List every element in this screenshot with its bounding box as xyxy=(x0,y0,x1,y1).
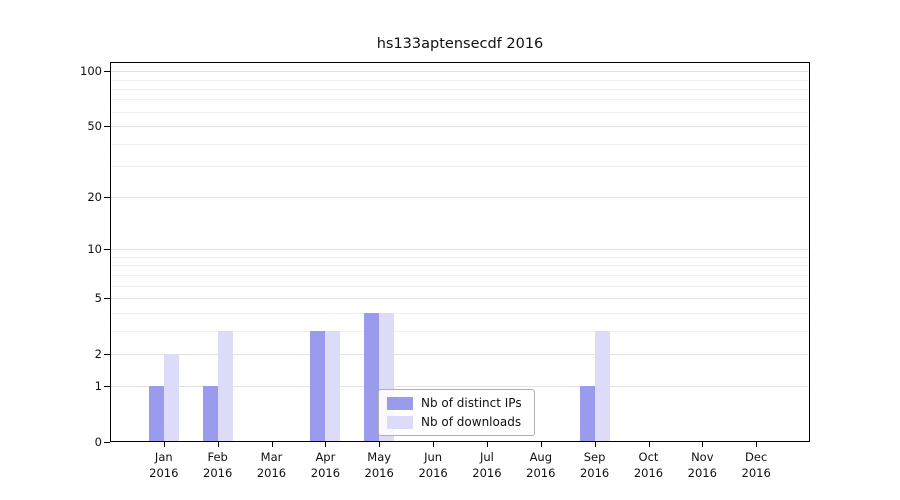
x-tick-mark xyxy=(486,442,488,447)
gridline-minor xyxy=(111,88,809,90)
gridline-minor xyxy=(111,312,809,314)
gridline-minor xyxy=(111,257,809,258)
bar-downloads-sep xyxy=(594,330,610,442)
gridline-minor xyxy=(111,265,809,267)
y-tick-mark xyxy=(104,126,110,127)
gridline-minor xyxy=(111,166,809,167)
x-tick-label: Oct 2016 xyxy=(633,450,664,480)
y-tick-label: 10 xyxy=(87,242,102,257)
x-tick-label: Sep 2016 xyxy=(579,450,610,480)
bar-downloads-apr xyxy=(325,330,341,442)
x-tick-label: Aug 2016 xyxy=(526,450,556,480)
bar-downloads-feb xyxy=(217,330,233,442)
x-tick-label: Feb 2016 xyxy=(203,450,233,480)
y-tick-label: 20 xyxy=(87,190,102,205)
gridline-major xyxy=(111,197,809,199)
x-tick-mark xyxy=(163,442,165,447)
x-tick-label: May 2016 xyxy=(364,450,394,480)
bar-distinct-ips-apr xyxy=(310,330,326,442)
x-tick-mark xyxy=(540,442,542,447)
gridline-minor xyxy=(111,330,809,332)
x-tick-label: Jul 2016 xyxy=(472,450,502,480)
chart-title: hs133aptensecdf 2016 xyxy=(376,36,544,52)
x-tick-mark xyxy=(594,442,596,447)
legend: Nb of distinct IPs Nb of downloads xyxy=(378,389,535,436)
bar-distinct-ips-may xyxy=(364,312,380,442)
y-tick-label: 2 xyxy=(94,346,102,361)
y-tick-mark xyxy=(104,71,110,73)
legend-item-downloads: Nb of downloads xyxy=(387,415,522,429)
y-tick-mark xyxy=(104,197,110,199)
y-tick-mark xyxy=(104,249,110,251)
x-tick-label: Dec 2016 xyxy=(741,450,771,480)
x-tick-label: Jun 2016 xyxy=(418,450,448,480)
bar-distinct-ips-sep xyxy=(579,386,595,442)
gridline-minor xyxy=(111,285,809,287)
bar-distinct-ips-jan xyxy=(148,386,164,442)
y-tick-mark xyxy=(104,298,110,299)
x-tick-label: Apr 2016 xyxy=(310,450,341,480)
gridline-major xyxy=(111,126,809,127)
x-tick-mark xyxy=(379,442,381,447)
x-tick-mark xyxy=(271,442,273,447)
gridline-major xyxy=(111,386,809,388)
gridline-minor xyxy=(111,274,809,276)
y-tick-label: 1 xyxy=(94,379,102,394)
x-tick-mark xyxy=(702,442,704,447)
legend-label-downloads: Nb of downloads xyxy=(421,415,522,429)
legend-label-distinct-ips: Nb of distinct IPs xyxy=(421,396,522,410)
y-tick-label: 0 xyxy=(94,435,102,449)
y-tick-mark xyxy=(104,386,110,388)
legend-swatch-downloads xyxy=(387,415,413,429)
x-tick-label: Mar 2016 xyxy=(256,450,287,480)
gridline-minor xyxy=(111,79,809,81)
x-tick-mark xyxy=(648,442,650,447)
legend-item-distinct-ips: Nb of distinct IPs xyxy=(387,396,522,410)
bar-distinct-ips-feb xyxy=(202,386,218,442)
gridline-minor xyxy=(111,143,809,145)
bar-downloads-jan xyxy=(163,353,179,442)
x-tick-label: Nov 2016 xyxy=(687,450,717,480)
y-tick-mark xyxy=(104,442,110,443)
gridline-major xyxy=(111,353,809,355)
legend-swatch-distinct-ips xyxy=(387,396,413,410)
y-tick-label: 50 xyxy=(87,119,102,133)
x-tick-mark xyxy=(433,442,435,447)
y-tick-label: 100 xyxy=(80,64,102,79)
gridline-major xyxy=(111,71,809,73)
x-tick-label: Jan 2016 xyxy=(149,450,179,480)
y-tick-label: 5 xyxy=(94,291,102,305)
y-tick-mark xyxy=(104,353,110,355)
gridline-minor xyxy=(111,99,809,101)
gridline-major xyxy=(111,298,809,299)
gridline-minor xyxy=(111,111,809,113)
x-tick-mark xyxy=(756,442,758,447)
x-tick-mark xyxy=(217,442,219,447)
gridline-major xyxy=(111,249,809,251)
x-tick-mark xyxy=(325,442,327,447)
plot-area xyxy=(110,62,810,442)
